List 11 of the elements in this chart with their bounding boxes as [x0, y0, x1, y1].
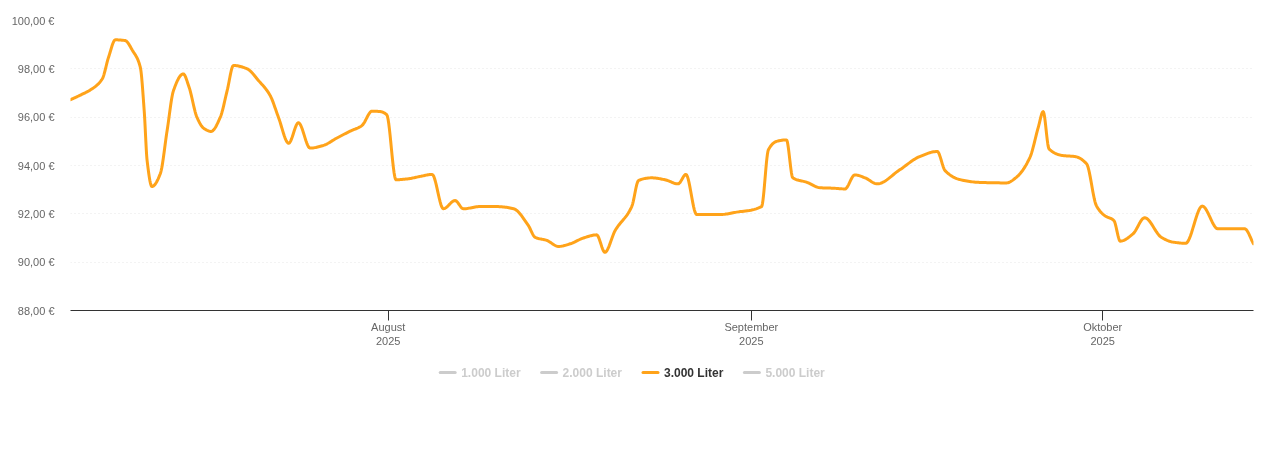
- x-tick-label: Oktober 2025: [1083, 320, 1123, 347]
- y-tick-label: 96,00 €: [17, 111, 55, 124]
- legend-label: 3.000 Liter: [664, 365, 724, 380]
- y-tick-label: 90,00 €: [17, 256, 55, 269]
- y-tick-label: 88,00 €: [17, 304, 55, 317]
- y-tick-label: 98,00 €: [17, 62, 55, 75]
- y-tick-label: 92,00 €: [17, 207, 55, 220]
- y-tick-label: 100,00 €: [11, 14, 55, 27]
- x-tick-label: August 2025: [371, 320, 406, 347]
- x-tick-label: September 2025: [724, 320, 779, 347]
- y-tick-label: 94,00 €: [17, 159, 55, 172]
